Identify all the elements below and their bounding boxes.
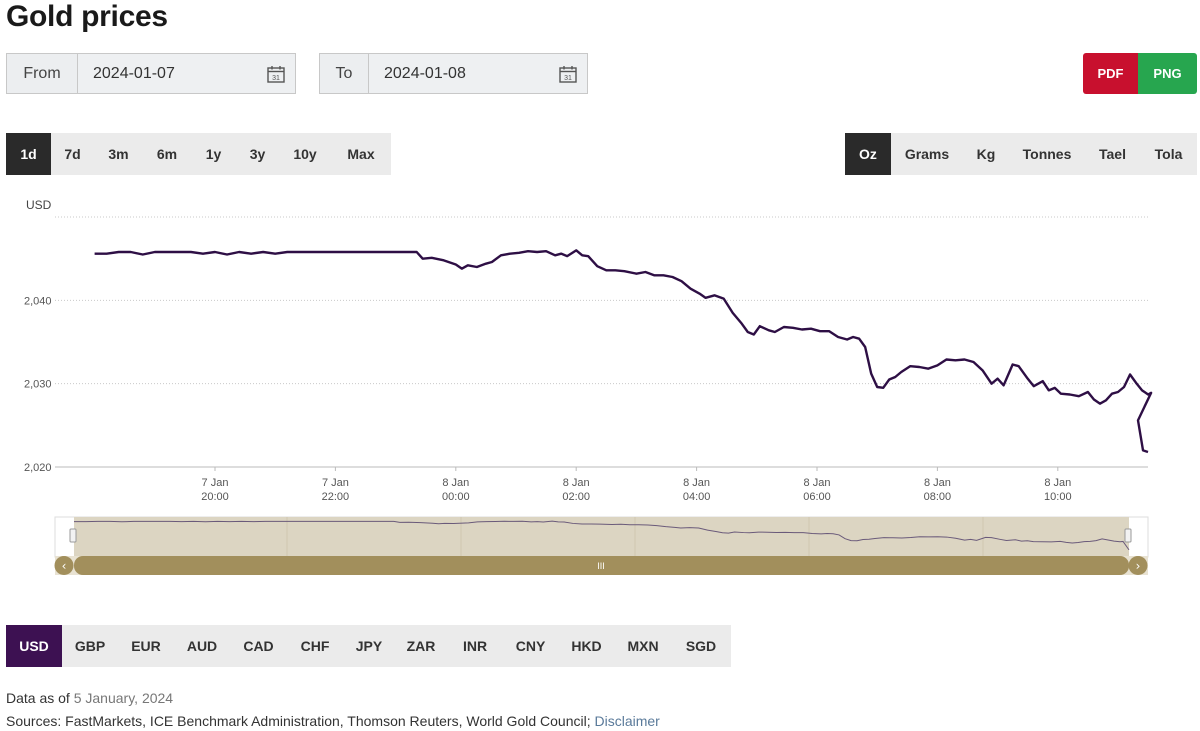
to-date-value: 2024-01-08 — [384, 64, 466, 82]
scrollbar-thumb — [74, 556, 1129, 575]
currency-option-usd[interactable]: USD — [6, 625, 62, 667]
unit-option-tonnes[interactable]: Tonnes — [1022, 146, 1072, 162]
to-label: To — [320, 54, 369, 93]
y-tick-label: 2,020 — [24, 462, 52, 474]
currency-option-cad[interactable]: CAD — [243, 638, 274, 654]
currency-option-hkd[interactable]: HKD — [571, 638, 602, 654]
x-tick-label-time: 22:00 — [322, 491, 350, 503]
x-tick-label-day: 8 Jan — [563, 477, 590, 489]
scrollbar-right-arrow — [1128, 556, 1148, 575]
calendar-icon[interactable]: 31 — [267, 65, 285, 83]
period-option-6m[interactable]: 6m — [156, 146, 178, 162]
currency-option-zar[interactable]: ZAR — [406, 638, 436, 654]
scrollbar-grip-icon: III — [597, 561, 605, 571]
price-chart: USD 2,020 2,030 2,040 7 Jan 20:00 7 Jan 22:00 8 … — [24, 198, 1153, 575]
period-option-7d[interactable]: 7d — [64, 146, 81, 162]
x-tick-label-time: 10:00 — [1044, 491, 1072, 503]
period-option-1y[interactable]: 1y — [205, 146, 222, 162]
disclaimer-link[interactable]: Disclaimer — [594, 713, 660, 729]
scrollbar-left-arrow — [54, 556, 74, 575]
calendar-icon[interactable]: 31 — [559, 65, 577, 83]
price-line — [94, 249, 1153, 454]
navigator-line — [74, 520, 1130, 551]
period-option-1d[interactable]: 1d — [6, 133, 51, 175]
period-option-3m[interactable]: 3m — [108, 146, 129, 162]
sources-text: Sources: FastMarkets, ICE Benchmark Admi… — [6, 713, 591, 729]
y-tick-label: 2,030 — [24, 379, 52, 391]
period-option-10y[interactable]: 10y — [293, 146, 317, 162]
currency-option-inr[interactable]: INR — [462, 638, 488, 654]
x-tick-label-day: 7 Jan — [322, 477, 349, 489]
pdf-export-button[interactable]: PDF — [1083, 53, 1138, 94]
period-selector: 1d 7d 3m 6m 1y 3y 10y Max — [6, 133, 391, 175]
chevron-right-icon: › — [1136, 559, 1141, 573]
data-as-of-label: Data as of — [6, 690, 70, 706]
currency-option-sgd[interactable]: SGD — [685, 638, 717, 654]
unit-selector: Oz Grams Kg Tonnes Tael Tola — [845, 133, 1197, 175]
x-tick-label-day: 8 Jan — [1044, 477, 1071, 489]
x-tick-label-time: 04:00 — [683, 491, 711, 503]
x-tick-label-day: 8 Jan — [924, 477, 951, 489]
x-tick-label-time: 02:00 — [562, 491, 590, 503]
currency-option-cny[interactable]: CNY — [515, 638, 546, 654]
x-tick-label-time: 08:00 — [924, 491, 952, 503]
page-title: Gold prices — [6, 0, 168, 33]
png-export-button[interactable]: PNG — [1138, 53, 1197, 94]
y-tick-label: 2,040 — [24, 295, 52, 307]
y-axis-label: USD — [26, 198, 52, 212]
x-tick-label-day: 8 Jan — [683, 477, 710, 489]
data-as-of-date: 5 January, 2024 — [73, 690, 174, 706]
currency-selector: USD GBP EUR AUD CAD CHF JPY ZAR INR CNY HKD MXN SGD — [6, 625, 731, 667]
currency-option-jpy[interactable]: JPY — [355, 638, 383, 654]
currency-option-chf[interactable]: CHF — [300, 638, 330, 654]
currency-option-eur[interactable]: EUR — [131, 638, 161, 654]
period-option-3y[interactable]: 3y — [249, 146, 266, 162]
x-tick-label-day: 8 Jan — [804, 477, 831, 489]
from-date-value: 2024-01-07 — [93, 64, 175, 82]
period-option-max[interactable]: Max — [347, 146, 375, 162]
currency-option-gbp[interactable]: GBP — [74, 638, 106, 654]
to-date-group: To 2024-01-08 31 — [319, 53, 588, 94]
x-tick-label-time: 00:00 — [442, 491, 470, 503]
data-as-of: Data as of 5 January, 2024 — [6, 690, 173, 706]
unit-option-kg[interactable]: Kg — [976, 146, 996, 162]
svg-text:31: 31 — [564, 75, 572, 82]
x-tick-label-day: 8 Jan — [442, 477, 469, 489]
navigator-right-handle — [1124, 528, 1132, 543]
x-tick-label-time: 06:00 — [803, 491, 831, 503]
unit-option-tola[interactable]: Tola — [1154, 146, 1183, 162]
from-date-input[interactable]: 2024-01-07 31 — [78, 54, 295, 93]
from-date-group: From 2024-01-07 31 — [6, 53, 296, 94]
x-tick-label-time: 20:00 — [201, 491, 229, 503]
currency-option-mxn[interactable]: MXN — [627, 638, 659, 654]
from-label: From — [7, 54, 78, 93]
to-date-input[interactable]: 2024-01-08 31 — [369, 54, 587, 93]
navigator-selected-range — [74, 517, 1129, 557]
unit-option-oz[interactable]: Oz — [845, 133, 891, 175]
currency-option-aud[interactable]: AUD — [186, 638, 218, 654]
export-buttons: PDF PNG — [1083, 53, 1197, 94]
unit-option-tael[interactable]: Tael — [1099, 146, 1126, 162]
x-tick-label-day: 7 Jan — [202, 477, 229, 489]
svg-text:31: 31 — [272, 75, 280, 82]
navigator-left-handle — [69, 528, 77, 543]
chevron-left-icon: ‹ — [62, 559, 67, 573]
unit-option-grams[interactable]: Grams — [904, 146, 950, 162]
sources: Sources: FastMarkets, ICE Benchmark Admi… — [6, 713, 660, 729]
